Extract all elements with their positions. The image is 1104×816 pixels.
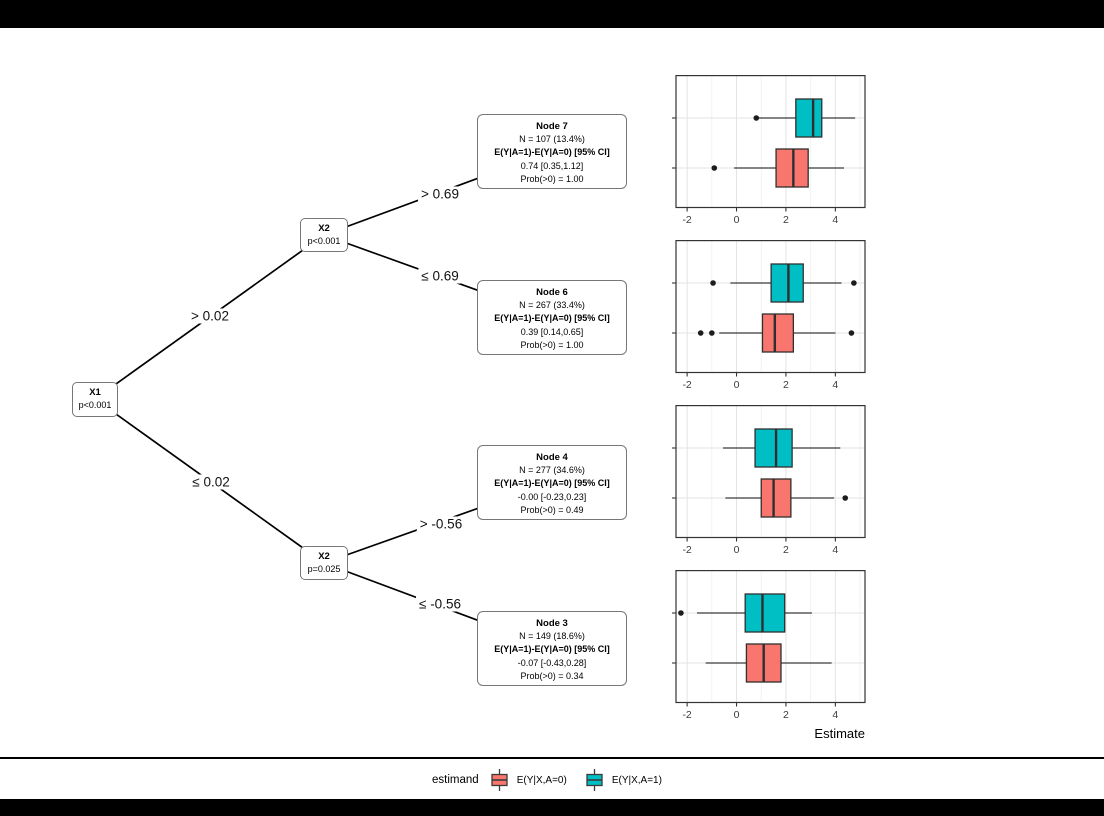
node-prob: Prob(>0) = 0.49: [520, 504, 584, 515]
split-node-x1: X1 p<0.001: [72, 382, 118, 417]
node-title: Node 6: [536, 287, 568, 298]
boxplot-panel-node-3: -2 0 2 4: [672, 570, 866, 721]
svg-text:2: 2: [783, 544, 789, 556]
svg-text:-2: -2: [682, 379, 691, 391]
node-box-6: Node 6 N = 267 (33.4%) E(Y|A=1)-E(Y|A=0)…: [477, 280, 627, 355]
svg-text:2: 2: [783, 709, 789, 721]
legend: estimand E(Y|X,A=0) E(Y|X,A=1): [0, 767, 1104, 793]
top-black-bar: [0, 0, 1104, 28]
bottom-black-bar: [0, 799, 1104, 816]
node-estimand: E(Y|A=1)-E(Y|A=0) [95% CI]: [494, 478, 610, 489]
legend-label-treated: E(Y|X,A=1): [611, 774, 662, 786]
svg-text:2: 2: [783, 214, 789, 226]
boxplot-key-icon-control: [491, 769, 508, 791]
edge-label-gt-0.69: > 0.69: [418, 186, 462, 202]
node-n: N = 267 (33.4%): [519, 300, 585, 311]
node-estimate: 0.39 [0.14,0.65]: [520, 326, 584, 337]
x-axis-title: Estimate: [814, 726, 865, 741]
split-node-pvalue: p<0.001: [78, 400, 112, 410]
edge-label-gt-0.02: > 0.02: [188, 308, 232, 324]
legend-label-control: E(Y|X,A=0): [516, 774, 567, 786]
node-estimand: E(Y|A=1)-E(Y|A=0) [95% CI]: [494, 147, 610, 158]
node-box-7: Node 7 N = 107 (13.4%) E(Y|A=1)-E(Y|A=0)…: [477, 114, 627, 189]
svg-text:2: 2: [783, 379, 789, 391]
edge-label-le-0.02: ≤ 0.02: [189, 474, 233, 490]
svg-text:0: 0: [734, 544, 740, 556]
separator-line: [0, 757, 1104, 759]
split-node-label: X2: [318, 551, 330, 562]
node-n: N = 277 (34.6%): [519, 465, 585, 476]
node-estimate: 0.74 [0.35,1.12]: [520, 160, 584, 171]
node-prob: Prob(>0) = 1.00: [520, 173, 584, 184]
boxplot-panel-node-6: -2 0 2 4: [672, 240, 866, 391]
node-prob: Prob(>0) = 0.34: [520, 670, 584, 681]
edge-label-gt--0.56: > -0.56: [416, 516, 466, 532]
node-estimand: E(Y|A=1)-E(Y|A=0) [95% CI]: [494, 313, 610, 324]
node-n: N = 107 (13.4%): [519, 134, 585, 145]
boxplot-panel-node-4: -2 0 2 4: [672, 405, 866, 556]
svg-text:-2: -2: [682, 544, 691, 556]
split-node-pvalue: p=0.025: [307, 564, 341, 574]
node-estimand: E(Y|A=1)-E(Y|A=0) [95% CI]: [494, 644, 610, 655]
split-node-x2-upper: X2 p<0.001: [300, 218, 348, 252]
boxplot-key-icon-treated: [586, 769, 603, 791]
legend-title: estimand: [432, 774, 479, 786]
svg-text:-2: -2: [682, 709, 691, 721]
node-title: Node 3: [536, 618, 568, 629]
svg-text:4: 4: [832, 379, 838, 391]
split-node-label: X1: [89, 387, 101, 398]
svg-text:0: 0: [734, 379, 740, 391]
svg-text:4: 4: [832, 709, 838, 721]
node-box-3: Node 3 N = 149 (18.6%) E(Y|A=1)-E(Y|A=0)…: [477, 611, 627, 686]
svg-text:0: 0: [734, 214, 740, 226]
node-title: Node 7: [536, 121, 568, 132]
node-title: Node 4: [536, 452, 568, 463]
svg-text:-2: -2: [682, 214, 691, 226]
node-n: N = 149 (18.6%): [519, 631, 585, 642]
edge-label-le--0.56: ≤ -0.56: [416, 596, 464, 612]
split-node-label: X2: [318, 223, 330, 234]
svg-text:4: 4: [832, 544, 838, 556]
svg-text:4: 4: [832, 214, 838, 226]
boxplot-panel-node-7: -2 0 2 4: [672, 75, 866, 226]
edge-label-le-0.69: ≤ 0.69: [418, 268, 462, 284]
node-estimate: -0.00 [-0.23,0.23]: [517, 491, 587, 502]
svg-text:0: 0: [734, 709, 740, 721]
node-box-4: Node 4 N = 277 (34.6%) E(Y|A=1)-E(Y|A=0)…: [477, 445, 627, 520]
split-node-pvalue: p<0.001: [307, 236, 341, 246]
node-prob: Prob(>0) = 1.00: [520, 339, 584, 350]
node-estimate: -0.07 [-0.43,0.28]: [517, 657, 587, 668]
split-node-x2-lower: X2 p=0.025: [300, 546, 348, 580]
